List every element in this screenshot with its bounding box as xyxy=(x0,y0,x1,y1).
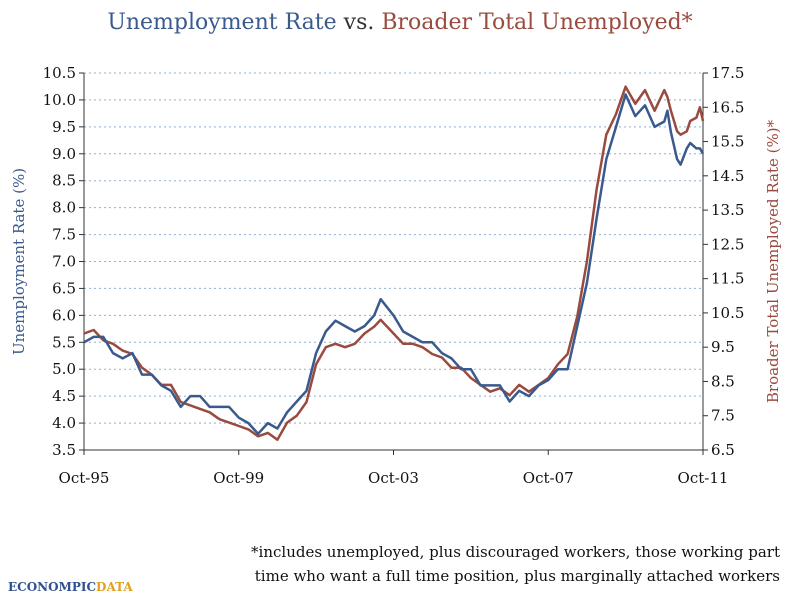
footnote-line: *includes unemployed, plus discouraged w… xyxy=(251,543,780,561)
y-tick-label-right: 10.5 xyxy=(711,304,744,322)
y-tick-label-left: 10.0 xyxy=(43,91,76,109)
y-tick-label-left: 5.5 xyxy=(52,333,76,351)
y-axis-label-left: Unemployment Rate (%) xyxy=(10,168,28,355)
y-tick-label-left: 4.5 xyxy=(52,387,76,405)
y-tick-label-left: 9.0 xyxy=(52,145,76,163)
footnote: *includes unemployed, plus discouraged w… xyxy=(160,540,780,588)
title-vs: vs. xyxy=(336,10,382,35)
y-tick-label-left: 4.0 xyxy=(52,414,76,432)
title-series-2: Broader Total Unemployed* xyxy=(381,10,693,35)
y-tick-label-left: 6.0 xyxy=(52,306,76,324)
x-tick-label: Oct-11 xyxy=(678,469,729,487)
y-tick-label-left: 7.5 xyxy=(52,226,76,244)
chart-title: Unemployment Rate vs. Broader Total Unem… xyxy=(0,10,800,35)
y-tick-label-right: 16.5 xyxy=(711,98,744,116)
y-tick-label-right: 11.5 xyxy=(711,270,744,288)
y-tick-label-left: 7.0 xyxy=(52,253,76,271)
logo: ECONOMPICDATA xyxy=(8,580,133,594)
y-tick-label-left: 8.0 xyxy=(52,199,76,217)
y-tick-label-left: 6.5 xyxy=(52,279,76,297)
y-tick-label-right: 8.5 xyxy=(711,372,735,390)
y-tick-label-right: 9.5 xyxy=(711,338,735,356)
y-tick-label-right: 6.5 xyxy=(711,441,735,459)
y-tick-label-left: 10.5 xyxy=(43,64,76,82)
y-tick-label-right: 12.5 xyxy=(711,235,744,253)
y-tick-label-right: 7.5 xyxy=(711,407,735,425)
y-tick-label-left: 5.0 xyxy=(52,360,76,378)
y-tick-label-right: 14.5 xyxy=(711,167,744,185)
y-tick-label-left: 9.5 xyxy=(52,118,76,136)
y-tick-label-right: 15.5 xyxy=(711,133,744,151)
footnote-line: time who want a full time position, plus… xyxy=(254,567,780,585)
series-line-unemployment-rate xyxy=(83,93,705,436)
title-series-1: Unemployment Rate xyxy=(107,10,337,35)
x-tick-label: Oct-07 xyxy=(523,469,574,487)
y-tick-label-left: 3.5 xyxy=(52,441,76,459)
y-tick-label-right: 13.5 xyxy=(711,201,744,219)
y-tick-label-right: 17.5 xyxy=(711,64,744,82)
x-tick-label: Oct-99 xyxy=(213,469,264,487)
series-line-broader-unemployed xyxy=(83,85,705,441)
x-tick-label: Oct-95 xyxy=(59,469,110,487)
y-axis-label-right: Broader Total Unemployed Rate (%)* xyxy=(764,119,782,403)
x-tick-label: Oct-03 xyxy=(368,469,419,487)
y-tick-label-left: 8.5 xyxy=(52,172,76,190)
